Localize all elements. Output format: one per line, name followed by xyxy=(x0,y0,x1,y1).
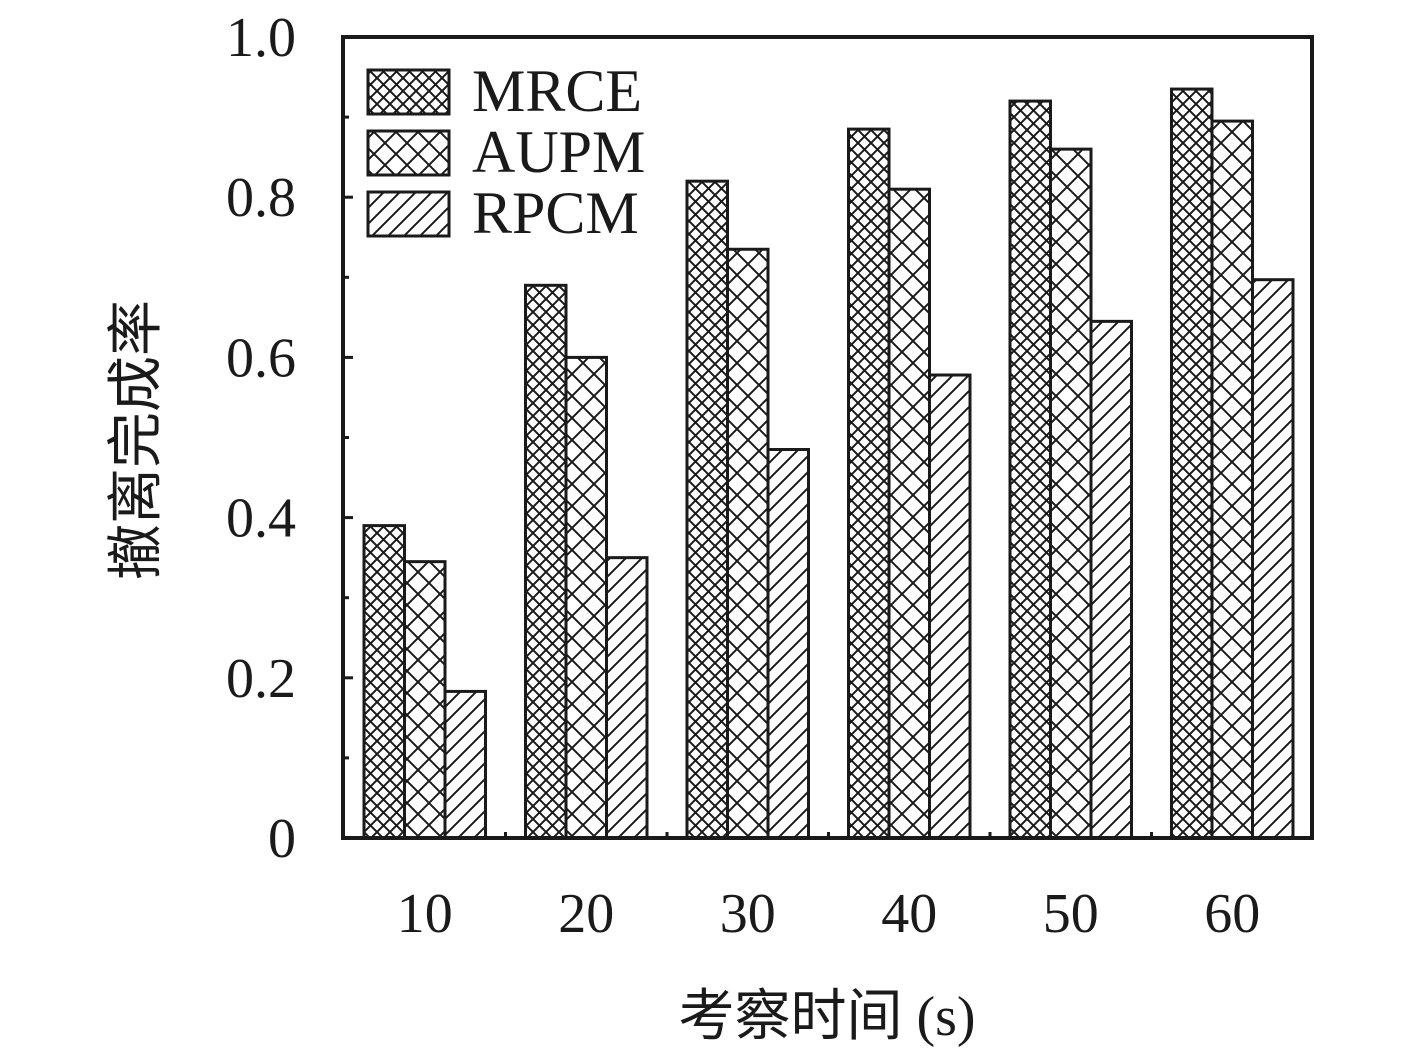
y-axis-title: 撤离完成率 xyxy=(106,300,168,580)
bar-rpcm-30 xyxy=(766,448,810,840)
bar-aupm-40 xyxy=(887,187,931,840)
legend-label-rpcm: RPCM xyxy=(472,180,639,246)
x-tick-label: 10 xyxy=(397,883,453,945)
bar-aupm-10 xyxy=(403,560,447,840)
bar-rpcm-20 xyxy=(605,556,649,840)
x-axis-title: 考察时间 (s) xyxy=(678,986,975,1048)
legend-label-mrce: MRCE xyxy=(472,58,642,124)
bar-aupm-60 xyxy=(1210,119,1254,840)
y-tick-label: 0.6 xyxy=(226,327,296,389)
bar-rpcm-10 xyxy=(443,689,487,840)
y-tick-label: 1.0 xyxy=(226,7,296,69)
legend-swatch-mrce xyxy=(366,68,451,116)
y-tick-label: 0.2 xyxy=(226,648,296,710)
bar-mrce-10 xyxy=(362,524,406,840)
bar-mrce-60 xyxy=(1170,87,1214,840)
bar-rpcm-50 xyxy=(1089,319,1133,840)
bar-mrce-20 xyxy=(524,283,568,840)
y-tick-label: 0 xyxy=(268,808,296,870)
bar-aupm-20 xyxy=(564,355,608,840)
bars-layer xyxy=(362,87,1295,840)
y-tick-label: 0.4 xyxy=(226,488,296,550)
x-tick-label: 30 xyxy=(720,883,776,945)
x-tick-label: 20 xyxy=(558,883,614,945)
bar-mrce-30 xyxy=(685,179,729,840)
y-axis-ticks: 0 0.2 0.4 0.6 0.8 1.0 xyxy=(226,7,353,870)
x-tick-label: 60 xyxy=(1204,883,1260,945)
plot-frame xyxy=(341,35,1314,840)
bar-mrce-50 xyxy=(1008,99,1052,840)
bar-aupm-50 xyxy=(1049,147,1093,840)
x-tick-label: 40 xyxy=(881,883,937,945)
legend-label-aupm: AUPM xyxy=(472,119,645,185)
legend-swatch-rpcm xyxy=(366,190,451,238)
x-axis-ticks: 10 20 30 40 50 60 xyxy=(397,883,1261,945)
x-tick-label: 50 xyxy=(1043,883,1099,945)
legend-swatch-aupm xyxy=(366,129,451,177)
bar-rpcm-60 xyxy=(1251,278,1295,840)
bar-mrce-40 xyxy=(847,127,891,840)
bar-aupm-30 xyxy=(726,247,770,840)
y-tick-label: 0.8 xyxy=(226,167,296,229)
bar-rpcm-40 xyxy=(928,373,972,840)
